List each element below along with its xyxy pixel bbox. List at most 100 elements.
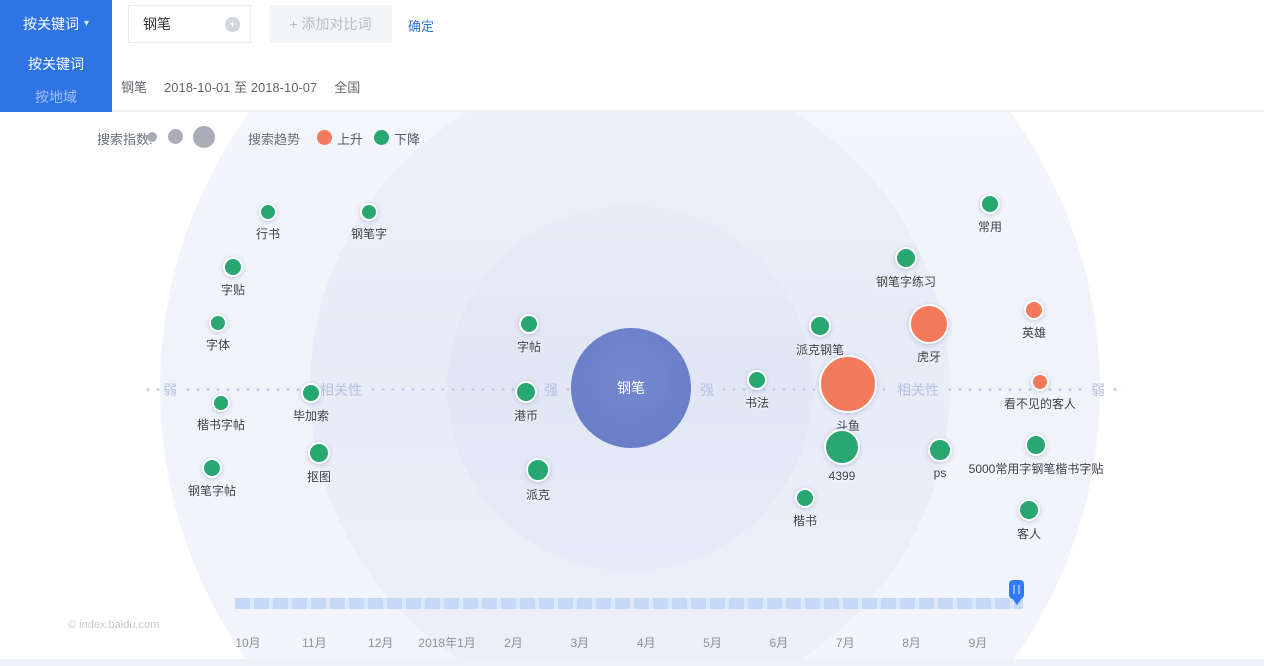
month-label: 4月 bbox=[636, 636, 656, 650]
bubble-label: 虎牙 bbox=[916, 350, 942, 364]
bubble-down[interactable] bbox=[1018, 499, 1040, 521]
bubble-label: 楷书字帖 bbox=[196, 418, 246, 432]
bubble-layer: 行书 钢笔字 字贴 字体 楷书字帖 毕加索 钢笔字帖 抠图 字帖 港币 派克 书法 派克钢笔 钢笔字练习虎… bbox=[0, 112, 1264, 666]
bubble-down[interactable] bbox=[223, 257, 243, 277]
month-label: 7月 bbox=[835, 636, 855, 650]
bubble-label: 钢笔字 bbox=[350, 227, 388, 241]
timeline-slider-handle[interactable] bbox=[1009, 580, 1024, 599]
month-label: 9月 bbox=[968, 636, 988, 650]
axis-label: 强 bbox=[544, 382, 558, 398]
bubble-label: 字贴 bbox=[220, 283, 246, 297]
axis-dotted-line bbox=[143, 388, 160, 391]
bubble-label: 行书 bbox=[255, 227, 281, 241]
confirm-button[interactable]: 确定 bbox=[408, 19, 435, 34]
breadcrumb: 钢笔 2018-10-01 至 2018-10-07 全国 bbox=[121, 77, 360, 96]
watermark: © index.baidu.com bbox=[68, 619, 160, 631]
bubble-down[interactable] bbox=[209, 314, 227, 332]
bubble-down[interactable] bbox=[202, 458, 222, 478]
month-label: 8月 bbox=[902, 636, 921, 650]
legend-index-label: 搜索指数: bbox=[97, 132, 153, 147]
bubble-down[interactable] bbox=[809, 315, 831, 337]
axis-label: 弱 bbox=[163, 382, 177, 398]
bubble-label: 派克 bbox=[525, 488, 551, 502]
search-mode-menu: 按关键词 按地域 bbox=[0, 47, 112, 112]
month-label: 5月 bbox=[703, 636, 722, 650]
bubble-down[interactable] bbox=[895, 247, 917, 269]
bubble-up[interactable] bbox=[909, 304, 949, 344]
bubble-down[interactable] bbox=[928, 438, 952, 462]
timeline-months: 10月 11月 12月 2018年1月 2月 3月 4月 5月 6月 7月 8月 9月 bbox=[0, 112, 1264, 666]
bubble-label: 毕加索 bbox=[292, 409, 330, 423]
bubble-label: 楷书 bbox=[792, 514, 818, 528]
bubble-up[interactable] bbox=[819, 355, 877, 413]
bubble-down[interactable] bbox=[259, 203, 277, 221]
bubble-down[interactable] bbox=[360, 203, 378, 221]
menu-item-by-keyword[interactable]: 按关键词 bbox=[28, 55, 84, 72]
chevron-down-icon: ▾ bbox=[83, 18, 90, 29]
month-label: 12月 bbox=[368, 636, 394, 650]
size-small-icon bbox=[147, 132, 157, 142]
bubble-down[interactable] bbox=[212, 394, 230, 412]
add-keyword-icon[interactable]: + bbox=[225, 16, 240, 32]
bubble-label: 常用 bbox=[977, 220, 1003, 234]
month-label: 6月 bbox=[769, 636, 789, 650]
trend-up-icon bbox=[317, 130, 332, 145]
header-divider bbox=[0, 110, 1264, 112]
bubble-label: 港币 bbox=[513, 409, 539, 423]
size-large-icon bbox=[193, 126, 215, 148]
timeline-slider-track[interactable] bbox=[235, 598, 1023, 609]
bubble-label: 客人 bbox=[1016, 527, 1042, 541]
month-label: 2月 bbox=[504, 636, 523, 650]
search-mode-selected: 按关键词 bbox=[22, 15, 79, 32]
axis-dotted-line bbox=[183, 388, 314, 391]
month-label: 10月 bbox=[235, 636, 261, 650]
bubble-label: ps bbox=[933, 466, 947, 480]
chart-panel: 搜索指数: 搜索趋势 上升 下降 弱 相关性 强 强 相关性 弱 钢笔 行书 钢笔字 字贴 字体… bbox=[0, 112, 1264, 666]
breadcrumb-region: 全国 bbox=[334, 80, 361, 95]
bubble-label: 英雄 bbox=[1021, 326, 1047, 340]
breadcrumb-keyword: 钢笔 bbox=[121, 80, 148, 95]
axis-label: 弱 bbox=[1091, 382, 1105, 398]
bubble-down[interactable] bbox=[515, 381, 537, 403]
bubble-down[interactable] bbox=[747, 370, 767, 390]
bubble-down[interactable] bbox=[795, 488, 815, 508]
pause-icon bbox=[1013, 585, 1015, 594]
month-label: 11月 bbox=[302, 636, 327, 650]
bubble-down[interactable] bbox=[308, 442, 330, 464]
axis-dotted-line bbox=[945, 388, 1086, 391]
search-mode-dropdown[interactable]: 按关键词 ▾ bbox=[0, 0, 112, 47]
bubble-label: 5000常用字钢笔楷书字贴 bbox=[968, 462, 1104, 476]
bubble-label: 抠图 bbox=[306, 470, 332, 484]
keyword-input[interactable]: 钢笔 + bbox=[128, 5, 251, 43]
month-label: 2018年1月 bbox=[418, 636, 476, 650]
bubble-label: 4399 bbox=[828, 469, 856, 483]
axis-dotted-line bbox=[719, 388, 892, 391]
axis-dotted-line bbox=[1110, 388, 1124, 391]
bubble-label: 字体 bbox=[205, 338, 231, 352]
bubble-down[interactable] bbox=[519, 314, 539, 334]
legend-up-label: 上升 bbox=[337, 132, 364, 147]
legend-down-label: 下降 bbox=[394, 132, 421, 147]
month-label: 3月 bbox=[570, 636, 590, 650]
add-compare-button[interactable]: + 添加对比词 bbox=[269, 5, 392, 43]
bubble-label: 字帖 bbox=[516, 340, 542, 354]
keyword-input-value: 钢笔 bbox=[143, 16, 171, 32]
axis-label: 相关性 bbox=[897, 382, 939, 398]
bubble-up[interactable] bbox=[1031, 373, 1049, 391]
bubble-label: 看不见的客人 bbox=[1003, 397, 1077, 411]
bubble-down[interactable] bbox=[301, 383, 321, 403]
topbar: 按关键词 ▾ 按关键词 按地域 钢笔 + + 添加对比词 确定 钢笔 2018-… bbox=[0, 0, 1264, 112]
bubble-label: 钢笔字练习 bbox=[875, 275, 937, 289]
center-keyword-bubble[interactable]: 钢笔 bbox=[571, 328, 691, 448]
trend-down-icon bbox=[374, 130, 389, 145]
breadcrumb-date-range: 2018-10-01 至 2018-10-07 bbox=[164, 80, 318, 95]
bubble-down[interactable] bbox=[980, 194, 1000, 214]
bubble-label: 书法 bbox=[744, 396, 770, 410]
size-medium-icon bbox=[168, 129, 183, 144]
menu-item-by-region[interactable]: 按地域 bbox=[35, 88, 77, 105]
bubble-up[interactable] bbox=[1024, 300, 1044, 320]
bubble-down[interactable] bbox=[824, 429, 860, 465]
bubble-down[interactable] bbox=[526, 458, 550, 482]
bubble-down[interactable] bbox=[1025, 434, 1047, 456]
